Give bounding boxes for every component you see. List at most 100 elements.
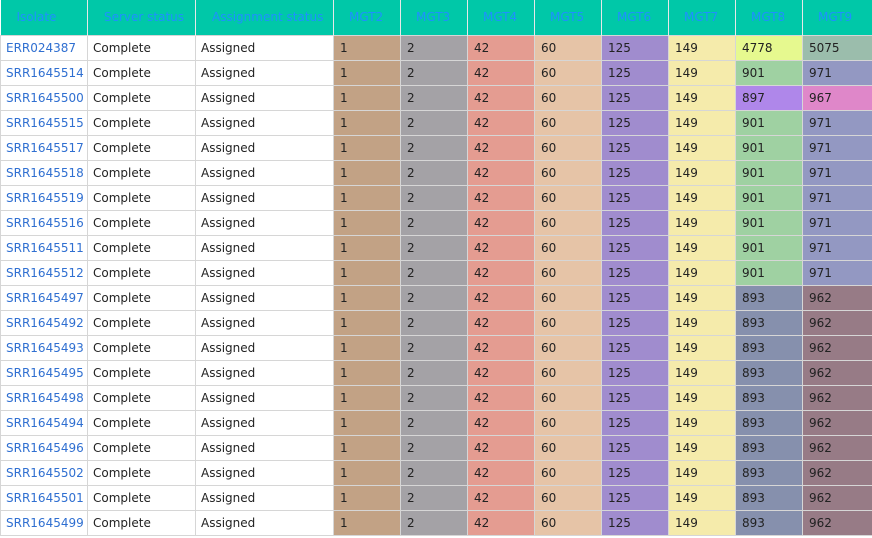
table-row[interactable]: SRR1645500 Complete Assigned 1 2 42 60 125 149 89… bbox=[0, 84, 872, 111]
mgt4-cell: 42 bbox=[467, 134, 535, 161]
header-assignment-status[interactable]: Assignment status bbox=[195, 0, 334, 35]
mgt8-cell: 901 bbox=[735, 159, 803, 186]
mgt5-cell: 60 bbox=[534, 409, 602, 436]
mgt4-cell: 42 bbox=[467, 359, 535, 386]
table-row[interactable]: SRR1645514 Complete Assigned 1 2 42 60 125 149 90… bbox=[0, 59, 872, 86]
mgt8-cell: 893 bbox=[735, 434, 803, 461]
mgt7-cell: 149 bbox=[668, 409, 736, 436]
header-mgt9[interactable]: MGT9 bbox=[802, 0, 872, 35]
isolate-link[interactable]: SRR1645512 bbox=[0, 259, 88, 286]
table-row[interactable]: SRR1645498 Complete Assigned 1 2 42 60 125 149 89… bbox=[0, 384, 872, 411]
table-row[interactable]: SRR1645492 Complete Assigned 1 2 42 60 125 149 89… bbox=[0, 309, 872, 336]
table-row[interactable]: SRR1645495 Complete Assigned 1 2 42 60 125 149 89… bbox=[0, 359, 872, 386]
mgt2-cell: 1 bbox=[333, 434, 401, 461]
isolate-link[interactable]: SRR1645496 bbox=[0, 434, 88, 461]
mgt7-cell: 149 bbox=[668, 234, 736, 261]
mgt6-cell: 125 bbox=[601, 359, 669, 386]
mgt2-cell: 1 bbox=[333, 134, 401, 161]
mgt8-cell: 901 bbox=[735, 209, 803, 236]
table-row[interactable]: SRR1645501 Complete Assigned 1 2 42 60 125 149 89… bbox=[0, 484, 872, 511]
isolate-link[interactable]: SRR1645519 bbox=[0, 184, 88, 211]
mgt4-cell: 42 bbox=[467, 109, 535, 136]
assignment-status-cell: Assigned bbox=[195, 384, 334, 411]
mgt5-cell: 60 bbox=[534, 234, 602, 261]
header-server-status[interactable]: Server status bbox=[87, 0, 196, 35]
header-mgt5[interactable]: MGT5 bbox=[534, 0, 602, 35]
server-status-cell: Complete bbox=[87, 234, 196, 261]
header-mgt2[interactable]: MGT2 bbox=[333, 0, 401, 35]
mgt7-cell: 149 bbox=[668, 84, 736, 111]
header-mgt4[interactable]: MGT4 bbox=[467, 0, 535, 35]
isolate-link[interactable]: SRR1645498 bbox=[0, 384, 88, 411]
assignment-status-cell: Assigned bbox=[195, 334, 334, 361]
mgt6-cell: 125 bbox=[601, 509, 669, 536]
header-mgt8[interactable]: MGT8 bbox=[735, 0, 803, 35]
isolate-link[interactable]: SRR1645514 bbox=[0, 59, 88, 86]
mgt5-cell: 60 bbox=[534, 159, 602, 186]
isolate-link[interactable]: SRR1645517 bbox=[0, 134, 88, 161]
mgt8-cell: 901 bbox=[735, 234, 803, 261]
mgt3-cell: 2 bbox=[400, 384, 468, 411]
isolate-link[interactable]: SRR1645497 bbox=[0, 284, 88, 311]
isolate-link[interactable]: SRR1645493 bbox=[0, 334, 88, 361]
assignment-status-cell: Assigned bbox=[195, 259, 334, 286]
table-row[interactable]: SRR1645516 Complete Assigned 1 2 42 60 125 149 90… bbox=[0, 209, 872, 236]
table-row[interactable]: SRR1645512 Complete Assigned 1 2 42 60 125 149 90… bbox=[0, 259, 872, 286]
isolate-link[interactable]: SRR1645494 bbox=[0, 409, 88, 436]
mgt2-cell: 1 bbox=[333, 109, 401, 136]
isolate-link[interactable]: SRR1645501 bbox=[0, 484, 88, 511]
isolate-link[interactable]: SRR1645500 bbox=[0, 84, 88, 111]
mgt4-cell: 42 bbox=[467, 434, 535, 461]
table-row[interactable]: SRR1645515 Complete Assigned 1 2 42 60 125 149 90… bbox=[0, 109, 872, 136]
table-row[interactable]: SRR1645502 Complete Assigned 1 2 42 60 125 149 89… bbox=[0, 459, 872, 486]
mgt5-cell: 60 bbox=[534, 484, 602, 511]
mgt3-cell: 2 bbox=[400, 209, 468, 236]
mgt7-cell: 149 bbox=[668, 284, 736, 311]
header-mgt3[interactable]: MGT3 bbox=[400, 0, 468, 35]
mgt3-cell: 2 bbox=[400, 309, 468, 336]
isolate-link[interactable]: SRR1645495 bbox=[0, 359, 88, 386]
isolate-link[interactable]: SRR1645515 bbox=[0, 109, 88, 136]
table-row[interactable]: SRR1645519 Complete Assigned 1 2 42 60 125 149 90… bbox=[0, 184, 872, 211]
assignment-status-cell: Assigned bbox=[195, 84, 334, 111]
mgt6-cell: 125 bbox=[601, 384, 669, 411]
table-row[interactable]: SRR1645511 Complete Assigned 1 2 42 60 125 149 90… bbox=[0, 234, 872, 261]
mgt9-cell: 971 bbox=[802, 134, 872, 161]
isolate-link[interactable]: SRR1645518 bbox=[0, 159, 88, 186]
mgt7-cell: 149 bbox=[668, 509, 736, 536]
mgt2-cell: 1 bbox=[333, 259, 401, 286]
mgt5-cell: 60 bbox=[534, 309, 602, 336]
isolate-link[interactable]: SRR1645511 bbox=[0, 234, 88, 261]
assignment-status-cell: Assigned bbox=[195, 209, 334, 236]
server-status-cell: Complete bbox=[87, 259, 196, 286]
mgt9-cell: 962 bbox=[802, 484, 872, 511]
isolate-link[interactable]: SRR1645502 bbox=[0, 459, 88, 486]
table-row[interactable]: SRR1645494 Complete Assigned 1 2 42 60 125 149 89… bbox=[0, 409, 872, 436]
server-status-cell: Complete bbox=[87, 459, 196, 486]
header-isolate[interactable]: Isolate bbox=[0, 0, 88, 35]
assignment-status-cell: Assigned bbox=[195, 309, 334, 336]
mgt3-cell: 2 bbox=[400, 334, 468, 361]
server-status-cell: Complete bbox=[87, 84, 196, 111]
table-row[interactable]: SRR1645497 Complete Assigned 1 2 42 60 125 149 89… bbox=[0, 284, 872, 311]
server-status-cell: Complete bbox=[87, 384, 196, 411]
header-row: Isolate Server status Assignment status … bbox=[0, 0, 872, 35]
mgt5-cell: 60 bbox=[534, 84, 602, 111]
table-row[interactable]: SRR1645496 Complete Assigned 1 2 42 60 125 149 89… bbox=[0, 434, 872, 461]
assignment-status-cell: Assigned bbox=[195, 34, 334, 61]
table-row[interactable]: SRR1645499 Complete Assigned 1 2 42 60 125 149 89… bbox=[0, 509, 872, 536]
mgt2-cell: 1 bbox=[333, 409, 401, 436]
isolate-link[interactable]: ERR024387 bbox=[0, 34, 88, 61]
mgt9-cell: 967 bbox=[802, 84, 872, 111]
mgt6-cell: 125 bbox=[601, 234, 669, 261]
isolate-link[interactable]: SRR1645492 bbox=[0, 309, 88, 336]
header-mgt6[interactable]: MGT6 bbox=[601, 0, 669, 35]
table-row[interactable]: SRR1645518 Complete Assigned 1 2 42 60 125 149 90… bbox=[0, 159, 872, 186]
table-row[interactable]: ERR024387 Complete Assigned 1 2 42 60 125 149 477… bbox=[0, 34, 872, 61]
isolate-link[interactable]: SRR1645499 bbox=[0, 509, 88, 536]
header-mgt7[interactable]: MGT7 bbox=[668, 0, 736, 35]
isolate-link[interactable]: SRR1645516 bbox=[0, 209, 88, 236]
mgt4-cell: 42 bbox=[467, 384, 535, 411]
table-row[interactable]: SRR1645517 Complete Assigned 1 2 42 60 125 149 90… bbox=[0, 134, 872, 161]
table-row[interactable]: SRR1645493 Complete Assigned 1 2 42 60 125 149 89… bbox=[0, 334, 872, 361]
